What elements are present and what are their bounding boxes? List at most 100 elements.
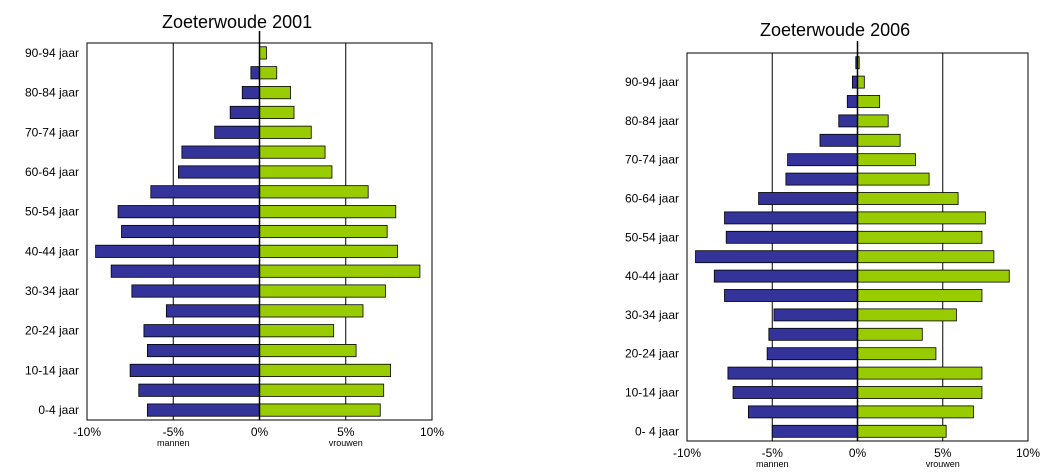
bar-vrouwen [259, 125, 312, 139]
y-tick-label: 50-54 jaar [625, 230, 679, 244]
bar-vrouwen [857, 347, 937, 361]
bar-mannen [95, 244, 260, 258]
bar-mannen [846, 95, 858, 108]
bar-vrouwen [857, 269, 1010, 283]
x-tick-label: 5% [337, 425, 355, 439]
bar-vrouwen [259, 363, 392, 377]
chart-title: Zoeterwoude 2006 [760, 20, 911, 40]
x-tick-label: 0% [849, 446, 867, 460]
x-tick-label: 5% [934, 446, 952, 460]
bar-mannen [178, 165, 260, 179]
bar-mannen [165, 304, 260, 318]
bar-mannen [214, 125, 260, 139]
x-tick-label: -10% [73, 425, 101, 439]
bar-mannen [773, 308, 858, 322]
y-tick-label: 50-54 jaar [25, 205, 79, 219]
y-tick-label: 0- 4 jaar [635, 424, 679, 438]
bar-mannen [766, 347, 858, 361]
bar-mannen [117, 205, 260, 219]
chart-canvas: 0-4 jaar 10-14 jaar 20-24 jaar 30-34 jaar 40… [25, 31, 444, 448]
bar-mannen [110, 264, 260, 278]
bar-vrouwen [857, 75, 865, 89]
bar-vrouwen [259, 403, 381, 417]
bar-mannen [713, 269, 858, 283]
y-tick-label: 40-44 jaar [625, 269, 679, 283]
legend-vrouwen: vrouwen [329, 438, 363, 448]
bar-mannen [747, 405, 858, 419]
y-tick-label: 20-24 jaar [25, 324, 79, 338]
chart-title: Zoeterwoude 2001 [162, 12, 313, 32]
bar-vrouwen [857, 308, 957, 322]
y-tick-label: 30-34 jaar [25, 284, 79, 298]
y-tick-label: 10-14 jaar [25, 363, 79, 377]
bar-mannen [241, 86, 260, 100]
bar-vrouwen [259, 344, 357, 358]
bar-vrouwen [857, 114, 889, 128]
pyramid-chart-2001: Zoeterwoude 2001 0-4 jaar 10-14 jaar 20-24… [0, 0, 520, 473]
bar-vrouwen [857, 250, 995, 264]
y-tick-label: 80-84 jaar [25, 86, 79, 100]
bar-mannen [138, 383, 260, 397]
bar-vrouwen [857, 230, 983, 244]
bar-vrouwen [259, 46, 267, 60]
bar-mannen [146, 344, 260, 358]
bar-mannen [724, 211, 858, 225]
bar-vrouwen [259, 324, 335, 338]
pyramid-chart-2006: Zoeterwoude 2006 0- 4 jaar 10-14 jaar 20-2… [600, 0, 1041, 473]
y-tick-label: 80-84 jaar [625, 114, 679, 128]
y-tick-label: 20-24 jaar [625, 347, 679, 361]
bar-mannen [819, 133, 858, 147]
y-tick-label: 90-94 jaar [625, 75, 679, 89]
bar-vrouwen [259, 145, 326, 159]
bar-mannen [851, 75, 858, 89]
y-tick-label: 70-74 jaar [625, 153, 679, 167]
bar-mannen [146, 403, 260, 417]
x-tick-label: 10% [420, 425, 444, 439]
bar-vrouwen [857, 327, 923, 341]
y-tick-label: 10-14 jaar [625, 386, 679, 400]
bar-vrouwen [259, 105, 295, 119]
x-tick-label: -10% [673, 446, 701, 460]
bar-mannen [181, 145, 260, 159]
bar-mannen [229, 105, 260, 119]
x-tick-label: -5% [163, 425, 185, 439]
bar-vrouwen [259, 264, 421, 278]
bar-vrouwen [857, 386, 983, 399]
bar-mannen [727, 366, 858, 380]
y-tick-label: 30-34 jaar [625, 308, 679, 322]
chart-canvas: 0- 4 jaar 10-14 jaar 20-24 jaar 30-34 jaar 4… [625, 41, 1040, 469]
legend-mannen: mannen [157, 438, 190, 448]
x-tick-label: 0% [251, 425, 269, 439]
bar-mannen [838, 114, 858, 128]
bar-vrouwen [259, 66, 278, 80]
y-tick-label: 60-64 jaar [25, 165, 79, 179]
bar-vrouwen [857, 424, 947, 438]
y-tick-label: 60-64 jaar [625, 192, 679, 206]
y-tick-label: 70-74 jaar [25, 125, 79, 139]
bar-vrouwen [259, 185, 369, 199]
x-tick-label: 10% [1016, 446, 1040, 460]
bar-vrouwen [259, 86, 291, 100]
bar-mannen [758, 192, 858, 205]
bar-mannen [732, 386, 858, 399]
y-tick-label: 0-4 jaar [38, 403, 79, 417]
legend-vrouwen: vrouwen [926, 459, 960, 469]
bar-mannen [121, 224, 260, 239]
bar-mannen [725, 230, 858, 244]
bar-vrouwen [857, 405, 974, 419]
bar-mannen [129, 363, 260, 377]
bar-mannen [785, 172, 858, 186]
bar-vrouwen [259, 284, 386, 298]
bar-vrouwen [259, 383, 385, 397]
bar-vrouwen [259, 304, 364, 318]
bar-vrouwen [857, 366, 983, 380]
bar-vrouwen [857, 133, 901, 147]
legend-mannen: mannen [756, 459, 789, 469]
bar-mannen [250, 66, 260, 80]
bar-vrouwen [857, 172, 930, 186]
bar-vrouwen [259, 165, 333, 179]
bar-vrouwen [857, 211, 986, 225]
y-tick-label: 90-94 jaar [25, 46, 79, 60]
bar-mannen [787, 153, 858, 167]
bar-vrouwen [259, 205, 397, 219]
